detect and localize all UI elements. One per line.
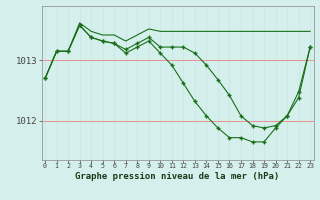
X-axis label: Graphe pression niveau de la mer (hPa): Graphe pression niveau de la mer (hPa) bbox=[76, 172, 280, 181]
